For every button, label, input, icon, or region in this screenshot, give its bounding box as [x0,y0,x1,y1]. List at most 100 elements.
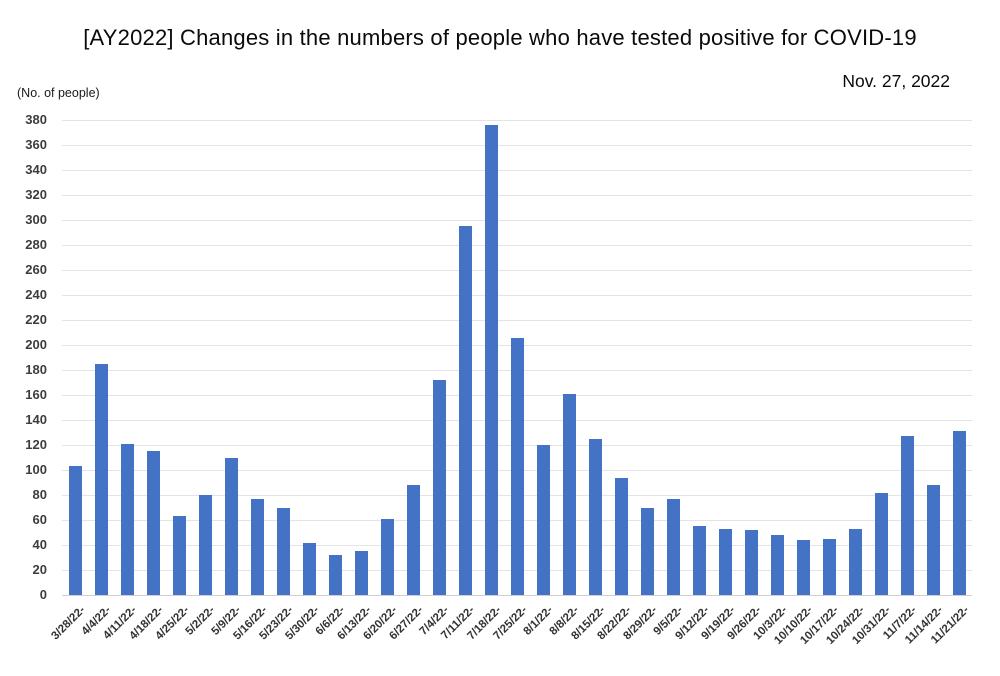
bar-8-8-22 [562,393,576,595]
y-axis-tick-label: 340 [25,162,47,177]
bar-slot [114,120,140,595]
y-axis-tick-label: 280 [25,237,47,252]
y-axis-tick-label: 320 [25,187,47,202]
y-axis-tick-label: 360 [25,137,47,152]
bar-slot [296,120,322,595]
bar-slot [712,120,738,595]
gridline [62,295,972,296]
bar-5-30-22 [302,542,316,595]
bar-slot [426,120,452,595]
bar-chart-plot-area: 0 20 40 60 80 100 120 140 160 180 200 220 240 260 280 3… [25,113,972,647]
bar-slot [400,120,426,595]
bar-9-26-22 [744,530,758,595]
bar-6-27-22 [406,485,420,595]
x-axis-tick-labels: 3/28/22- 4/4/22- 4/11/22- 4/18/22- 4/25/22- 5… [49,596,972,676]
bar-7-18-22 [484,125,498,595]
bar-slot [530,120,556,595]
bar-8-1-22 [536,445,550,595]
gridline [62,145,972,146]
bar-slot [816,120,842,595]
bar-slot [62,120,88,595]
bar-4-25-22 [172,516,186,595]
bar-slot [166,120,192,595]
bar-8-29-22 [640,507,654,595]
y-axis-tick-label: 260 [25,262,47,277]
bar-slot [244,120,270,595]
bar-slot [218,120,244,595]
bar-8-22-22 [614,477,628,595]
gridline [62,220,972,221]
x-axis-tick-label: 3/28/22- [49,604,88,643]
bar-10-17-22 [822,538,836,595]
y-axis-tick-label: 120 [25,437,47,452]
bar-6-13-22 [354,551,368,595]
bar-4-18-22 [146,451,160,595]
bar-7-11-22 [458,226,472,595]
bar-9-12-22 [692,526,706,595]
bar-6-6-22 [328,555,342,595]
bar-slot [478,120,504,595]
bar-10-3-22 [770,535,784,595]
bar-slot [348,120,374,595]
bar-slot [686,120,712,595]
bar-7-4-22 [432,380,446,595]
gridline [62,120,972,121]
y-axis-tick-label: 140 [25,412,47,427]
bar-slot [894,120,920,595]
bar-5-23-22 [276,507,290,595]
y-axis-tick-label: 240 [25,287,47,302]
bar-10-24-22 [848,528,862,595]
bar-slot [660,120,686,595]
y-axis-unit-label: (No. of people) [17,86,100,100]
y-axis-tick-label: 380 [25,112,47,127]
bar-5-2-22 [198,495,212,595]
bar-slot [556,120,582,595]
gridline [62,245,972,246]
chart-title: [AY2022] Changes in the numbers of peopl… [83,25,917,50]
bar-8-15-22 [588,438,602,595]
bar-7-25-22 [510,337,524,595]
bar-9-19-22 [718,528,732,595]
y-axis-tick-label: 300 [25,212,47,227]
bar-slot [868,120,894,595]
bar-11-14-22 [926,485,940,595]
bar-4-4-22 [94,363,108,595]
bar-slot [790,120,816,595]
bar-slot [452,120,478,595]
y-axis-tick-label: 40 [32,537,47,552]
bar-slot [764,120,790,595]
gridline [62,320,972,321]
y-axis-tick-label: 20 [32,562,47,577]
gridline [62,170,972,171]
y-axis-tick-label: 160 [25,387,47,402]
x-axis-line [62,595,972,596]
bar-slot [322,120,348,595]
bar-slot [504,120,530,595]
bar-9-5-22 [666,498,680,595]
bar-slot [140,120,166,595]
bar-slot [270,120,296,595]
bar-slot [582,120,608,595]
gridline [62,195,972,196]
y-axis-tick-label: 180 [25,362,47,377]
y-axis-tick-label: 80 [32,487,47,502]
y-axis-tick-label: 60 [32,512,47,527]
y-axis-tick-label: 0 [39,587,47,602]
bar-slot [634,120,660,595]
bar-10-31-22 [874,492,888,595]
bar-11-21-22 [952,431,966,595]
bar-slot [738,120,764,595]
bar-slot [192,120,218,595]
bar-5-9-22 [224,457,238,595]
bar-4-11-22 [120,443,134,595]
bars-layer [62,120,972,595]
y-axis-tick-label: 220 [25,312,47,327]
bar-3-28-22 [68,466,82,595]
bar-5-16-22 [250,498,264,595]
bar-6-20-22 [380,518,394,595]
bar-slot [842,120,868,595]
bar-slot [608,120,634,595]
bar-10-10-22 [796,540,810,595]
y-axis-tick-label: 200 [25,337,47,352]
